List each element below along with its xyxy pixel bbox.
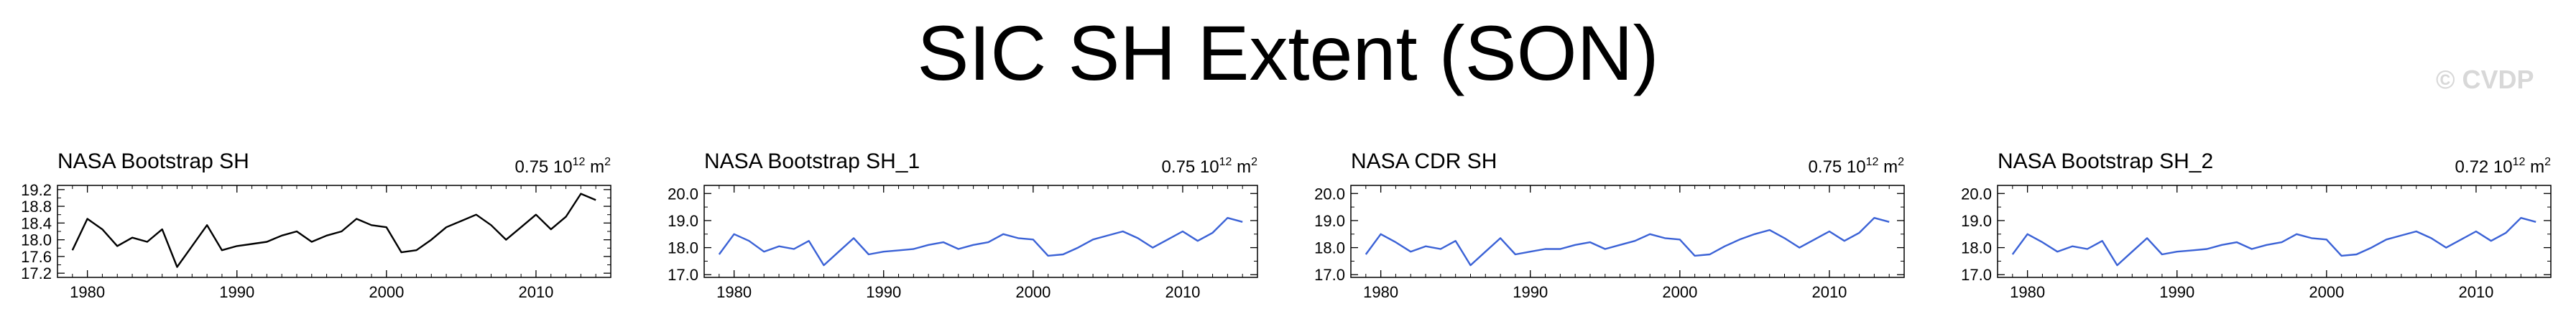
x-tick-label: 1990 xyxy=(866,283,901,301)
plot-frame xyxy=(57,185,611,278)
x-tick-label: 1980 xyxy=(716,283,752,301)
y-tick-label: 20.0 xyxy=(668,185,698,203)
panel-title: NASA Bootstrap SH_2 xyxy=(1998,149,2213,173)
x-tick-label: 2000 xyxy=(2309,283,2344,301)
y-tick-label: 18.8 xyxy=(21,198,52,216)
scale-label: 0.75 1012 m2 xyxy=(1162,156,1258,177)
x-tick-label: 1990 xyxy=(1513,283,1548,301)
plot-frame xyxy=(1350,185,1905,278)
y-tick-label: 17.0 xyxy=(668,266,698,284)
plot-frame xyxy=(1997,185,2552,278)
y-tick-label: 19.0 xyxy=(668,212,698,230)
figure-title: SIC SH Extent (SON) xyxy=(917,9,1659,96)
chart-panel-2: NASA Bootstrap SH_1 0.75 1012 m2 1980 1990 2… xyxy=(668,149,1258,301)
y-tick-label: 19.0 xyxy=(1314,212,1345,230)
x-tick-label: 1980 xyxy=(70,283,105,301)
x-tick-label: 2000 xyxy=(1662,283,1697,301)
x-tick-label: 1990 xyxy=(219,283,254,301)
x-tick-label: 2010 xyxy=(1811,283,1847,301)
x-tick-label: 1980 xyxy=(2010,283,2045,301)
x-tick-label: 2000 xyxy=(369,283,404,301)
scale-label: 0.75 1012 m2 xyxy=(515,156,611,177)
y-tick-label: 19.2 xyxy=(21,181,52,199)
series-line xyxy=(2011,217,2536,267)
y-tick-label: 18.4 xyxy=(21,214,52,232)
series-line xyxy=(1365,217,1890,267)
series-line xyxy=(718,217,1243,267)
scale-label: 0.75 1012 m2 xyxy=(1809,156,1905,177)
y-tick-label: 18.0 xyxy=(1961,239,1992,257)
y-tick-label: 18.0 xyxy=(668,239,698,257)
y-tick-label: 17.0 xyxy=(1314,266,1345,284)
y-tick-label: 17.2 xyxy=(21,264,52,282)
x-tick-label: 1980 xyxy=(1363,283,1398,301)
scale-label: 0.72 1012 m2 xyxy=(2455,156,2552,177)
panel-title: NASA Bootstrap SH_1 xyxy=(704,149,920,173)
x-tick-label: 2010 xyxy=(2458,283,2493,301)
x-tick-label: 2000 xyxy=(1015,283,1051,301)
plot-frame xyxy=(703,185,1258,278)
y-tick-label: 20.0 xyxy=(1314,185,1345,203)
cvdp-watermark: © CVDP xyxy=(2436,65,2534,94)
y-tick-label: 17.0 xyxy=(1961,266,1992,284)
y-tick-label: 18.0 xyxy=(21,231,52,249)
y-tick-label: 20.0 xyxy=(1961,185,1992,203)
chart-panel-1: NASA Bootstrap SH 0.75 1012 m2 1980 1990 200… xyxy=(21,149,611,301)
y-tick-label: 17.6 xyxy=(21,248,52,266)
x-tick-label: 2010 xyxy=(518,283,553,301)
x-tick-label: 1990 xyxy=(2159,283,2194,301)
panel-title: NASA CDR SH xyxy=(1351,149,1497,173)
y-tick-label: 18.0 xyxy=(1314,239,1345,257)
chart-panel-3: NASA CDR SH 0.75 1012 m2 1980 1990 2000 2010 1… xyxy=(1314,149,1905,301)
series-line xyxy=(71,193,596,268)
chart-panel-4: NASA Bootstrap SH_2 0.72 1012 m2 1980 1990 2… xyxy=(1961,149,2552,301)
panel-title: NASA Bootstrap SH xyxy=(57,149,249,173)
x-tick-label: 2010 xyxy=(1165,283,1200,301)
y-tick-label: 19.0 xyxy=(1961,212,1992,230)
